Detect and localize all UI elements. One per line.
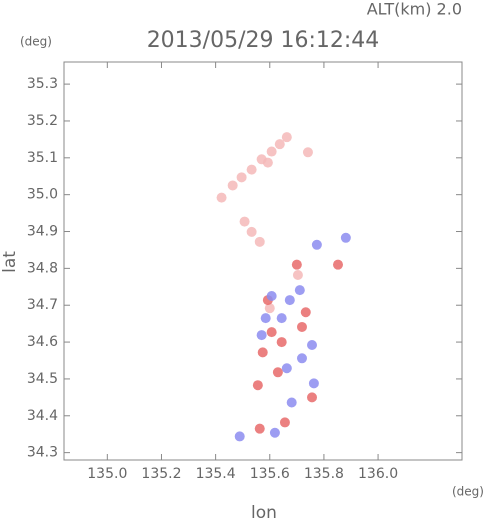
y-axis-label: lat [0, 251, 20, 273]
data-point [286, 397, 297, 408]
data-point [227, 180, 238, 191]
data-point [272, 367, 283, 378]
x-tick-label: 135.2 [141, 466, 181, 482]
data-point [340, 232, 351, 243]
data-point [291, 259, 302, 270]
data-point [292, 270, 303, 281]
y-unit: (deg) [20, 35, 52, 49]
y-tick-label: 34.8 [27, 260, 58, 276]
chart-subtitle: ALT(km) 2.0 [367, 0, 462, 19]
y-tick-label: 35.1 [27, 150, 58, 166]
data-point [236, 172, 247, 183]
data-point [260, 313, 271, 324]
y-tick-label: 34.7 [27, 297, 58, 313]
data-point [262, 157, 273, 168]
data-point [276, 337, 287, 348]
data-point [239, 216, 250, 227]
x-axis-label: lon [251, 503, 277, 521]
y-tick-label: 34.9 [27, 224, 58, 240]
y-tick-label: 34.4 [27, 408, 58, 424]
x-tick-label: 135.6 [250, 466, 290, 482]
data-point [254, 236, 265, 247]
data-point [307, 340, 318, 351]
y-tick-label: 35.0 [27, 187, 58, 203]
data-point [274, 139, 285, 150]
data-point [264, 303, 275, 314]
data-point [266, 327, 277, 338]
data-point [311, 239, 322, 250]
data-point [281, 132, 292, 143]
plot-frame [63, 61, 463, 461]
data-point [254, 423, 265, 434]
data-point [308, 378, 319, 389]
y-tick-label: 34.3 [27, 445, 58, 461]
x-tick-label: 136.0 [358, 466, 398, 482]
data-point [296, 353, 307, 364]
x-tick-label: 135.0 [87, 466, 127, 482]
x-unit: (deg) [452, 485, 484, 499]
x-tick-label: 135.4 [196, 466, 236, 482]
data-point [252, 380, 263, 391]
data-point [300, 307, 311, 318]
data-point [216, 192, 227, 203]
data-point [234, 431, 245, 442]
data-point [246, 164, 257, 175]
data-point [284, 295, 295, 306]
data-point [266, 291, 277, 302]
data-point [276, 313, 287, 324]
data-point [332, 259, 343, 270]
y-tick-label: 35.3 [27, 76, 58, 92]
y-tick-label: 34.6 [27, 334, 58, 350]
data-point [294, 285, 305, 296]
data-point [307, 392, 318, 403]
chart-title: 2013/05/29 16:12:44 [147, 28, 380, 53]
data-point [302, 147, 313, 158]
y-tick-label: 35.2 [27, 113, 58, 129]
y-tick-label: 34.5 [27, 371, 58, 387]
data-point [257, 347, 268, 358]
data-point [281, 363, 292, 374]
data-point [246, 226, 257, 237]
data-point [269, 427, 280, 438]
x-tick-label: 135.8 [304, 466, 344, 482]
data-point [256, 330, 267, 341]
data-point [296, 321, 307, 332]
data-point [266, 146, 277, 157]
data-point [279, 417, 290, 428]
